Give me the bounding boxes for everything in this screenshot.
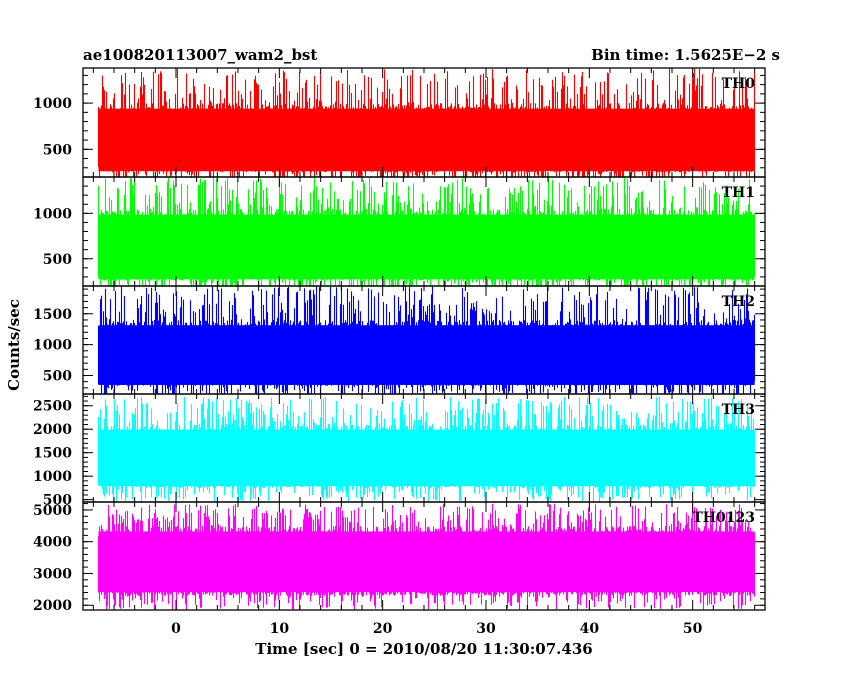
chart-title: ae100820113007_wam2_bst [83,46,317,64]
panel-label-th3: TH3 [722,402,755,418]
y-tick-label: 2000 [33,422,72,438]
series-th0 [97,68,756,177]
y-tick-label: 500 [43,252,72,268]
x-tick-label: 0 [171,621,181,637]
x-tick-label: 30 [476,621,496,637]
panel-label-th1: TH1 [722,185,755,201]
panel-label-th0: TH0 [722,76,756,92]
y-tick-label: 1000 [33,206,72,222]
series-th0123 [97,503,756,610]
y-tick-label: 500 [43,142,72,158]
x-tick-label: 50 [683,621,703,637]
y-tick-label: 3000 [33,566,72,582]
panel-th2: 500 1000 1500 TH2 [33,285,766,395]
y-tick-label: 1000 [33,338,72,354]
panel-th1: 500 1000 TH1 [33,176,766,287]
y-tick-label: 5000 [33,503,72,519]
x-tick-label: 40 [580,621,600,637]
y-tick-label: 500 [43,368,72,384]
y-tick-label: 2000 [33,598,72,614]
panels-group: 5001000TH05001000TH150010001500TH2500100… [33,67,766,637]
series-th1 [97,177,756,286]
y-axis-label: Counts/sec [5,299,23,391]
y-tick-label: 1000 [33,469,72,485]
bin-time-label: Bin time: 1.5625E−2 s [591,46,780,64]
panel-th0: 500 1000 TH0 [33,67,766,178]
series-th2 [97,286,756,394]
panel-th3: 500 1000 1500 2000 2500 TH3 [33,393,766,509]
x-axis-label: Time [sec] 0 = 2010/08/20 11:30:07.436 [255,640,592,658]
y-tick-label: 2500 [33,399,72,415]
y-tick-label: 1000 [33,96,72,112]
x-tick-label: 20 [373,621,393,637]
y-tick-label: 4000 [33,535,72,551]
panel-th0123: 2000 3000 4000 5000 TH0123 [33,501,766,614]
y-tick-label: 1500 [33,446,72,462]
panel-label-th0123: TH0123 [692,510,755,526]
y-tick-label: 1500 [33,307,72,323]
panel-label-th2: TH2 [722,294,755,310]
y-tick-label: 500 [43,493,72,509]
series-th3 [97,396,756,502]
x-tick-label: 10 [270,621,290,637]
